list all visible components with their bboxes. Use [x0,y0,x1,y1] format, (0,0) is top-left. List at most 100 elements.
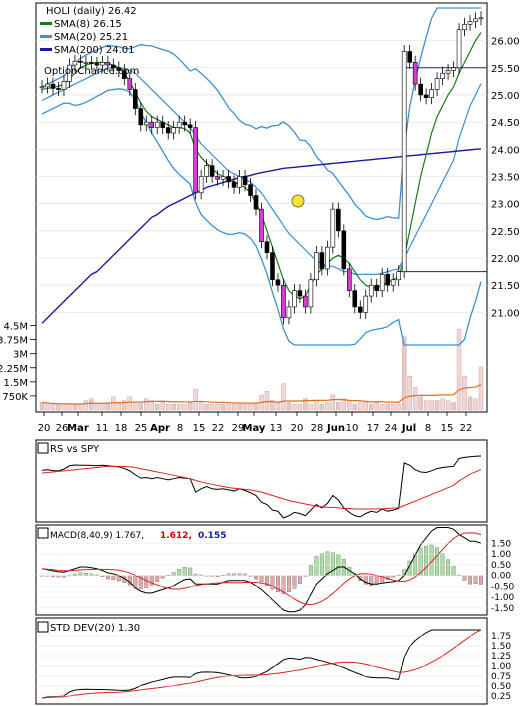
macd-histogram-bar [468,575,472,585]
volume-bar [215,404,220,411]
macd-histogram-bar [314,556,319,576]
std-header: STD DEV(20) 1.30 [37,621,140,634]
volume-bar [281,383,286,411]
rs-average-line [41,465,482,510]
volume-bar [445,400,451,411]
candle-body [72,60,78,66]
price-tick-label: 26.00 [491,37,520,48]
candle-body [89,62,94,64]
date-tick-label: 10 [346,423,359,434]
volume-bar [187,402,193,411]
volume-tick-label: 750K [2,392,28,403]
candle-body [451,67,456,71]
candle-body [341,230,347,270]
price-tick-label: 21.50 [491,281,520,292]
date-tick-label: Apr [150,423,170,434]
candle-body [352,290,358,308]
candle-body [478,17,484,20]
candle-body [319,252,325,270]
volume-bar [358,402,363,411]
std-label: STD DEV(20) 1.30 [50,623,140,634]
volume-bar [423,400,429,411]
candle-body [423,94,429,98]
volume-bar [374,402,379,411]
volume-bar [56,404,61,411]
chart-title: HOLI (daily) 26.42 [46,6,137,17]
candle-body [281,284,286,319]
candle-body [374,284,380,291]
legend-sma200: SMA(200) 24.01 [54,45,135,56]
volume-bar [478,366,484,411]
volume-bar [166,404,171,411]
indicator-lines [40,455,483,699]
candle-body [176,121,182,128]
std-tick-label: 1.00 [491,662,511,672]
volume-bar [61,404,67,411]
macd-signal-line [41,532,482,606]
candle-body [83,62,89,64]
date-tick-label: 25 [135,423,148,434]
macd-histogram-bar [325,551,330,576]
candle-body [314,252,319,281]
macd-histogram-bar [243,573,247,576]
volume-bar [78,404,83,411]
candle-body [286,306,292,319]
candle-body [226,176,231,183]
candle-body [220,176,226,180]
candle-body [248,184,253,196]
volume-bar [176,404,182,411]
price-tick-label: 25.00 [491,91,520,102]
candle-body [149,121,155,128]
candle-body [242,176,248,185]
candle-body [456,29,462,69]
volume-bar [314,400,319,411]
macd-histogram-bar [446,559,451,576]
candle-body [259,208,264,243]
volume-tick-label: 3M [13,350,28,361]
volume-bar [182,404,187,411]
candle-body [138,108,144,126]
macd-histogram-bar [297,575,302,584]
date-tick-label: 20 [38,423,51,434]
macd-panel [35,524,488,616]
volume-bar [341,398,347,411]
candle-body [56,88,61,90]
macd-histogram-bar [232,573,237,576]
volume-bar [462,376,467,411]
macd-tick-label: -1.50 [491,604,515,614]
date-tick-label: 29 [232,423,245,434]
macd-tick-label: 1.00 [491,550,511,560]
macd-histogram-bar [319,553,324,576]
volume-bar [39,402,45,411]
price-tick-label: 24.00 [491,145,520,156]
sma200-line [41,148,482,324]
candle-body [231,181,237,188]
volume-bar [380,404,385,411]
legend-swatch-sma8 [40,22,52,25]
macd-histogram-bar [111,575,116,581]
candle-body [143,121,149,126]
volume-bar [286,402,292,411]
volume-axis: 4.5M 3.75M 3M 2.25M 1.5M 750K [0,322,36,403]
candle-body [198,176,204,194]
macd-histogram-bar [78,572,83,576]
candle-body [330,208,336,248]
candle-body [473,18,478,22]
macd-histogram-bar [155,575,160,582]
std-tick-label: 1.75 [491,632,511,642]
candle-body [116,67,122,71]
candlesticks [39,11,484,325]
volume-bar [473,398,478,411]
volume-bar [237,404,242,411]
volume-bar [407,376,412,411]
macd-histogram-bar [105,575,110,580]
volume-bar [270,400,275,411]
candle-body [407,51,412,63]
indicator-axes: 1.501.000.500.00-0.50-1.00-1.501.751.501… [36,539,515,702]
volume-bar [303,398,308,411]
date-tick-label: 26 [56,423,69,434]
date-tick-label: Jul [401,423,416,434]
candle-body [209,165,215,177]
candle-body [111,64,116,69]
date-tick-label: 8 [425,423,431,434]
